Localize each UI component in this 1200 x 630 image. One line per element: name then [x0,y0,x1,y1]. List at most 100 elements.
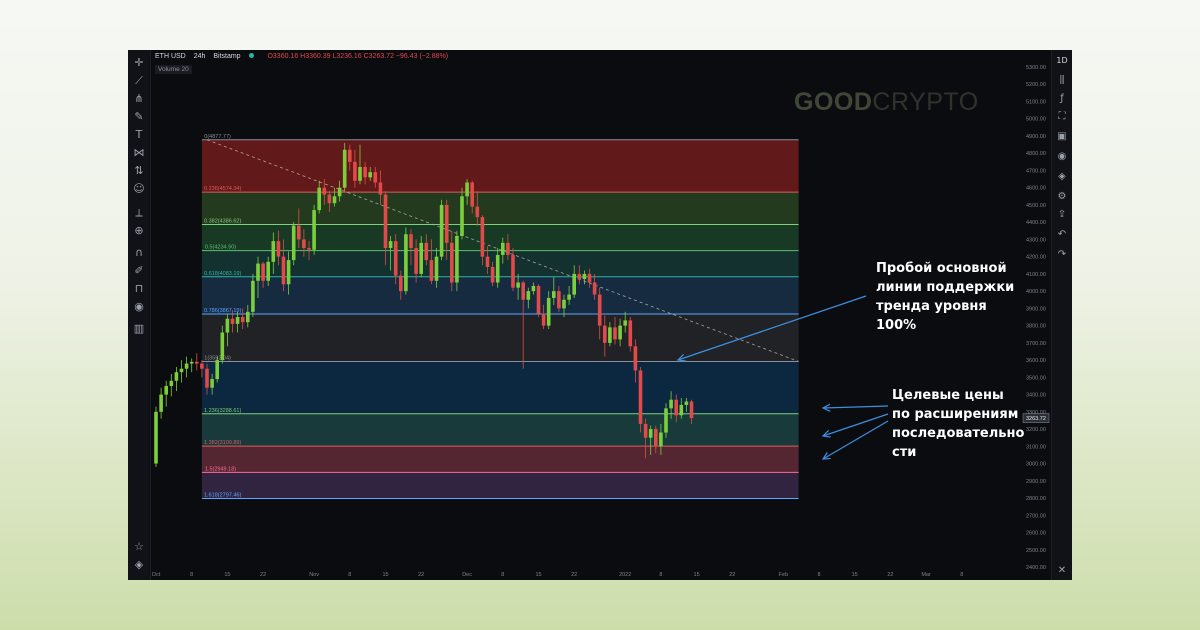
indicators-icon[interactable]: ƒ [1060,93,1064,104]
drawing-toolbar: ✛ ⟋ ⋔ ✎ T ⋈ ⇅ ☺ ⟂ ⊕ ∩ ✐ ⊓ ◉ ▥ ☆ ◈ [128,50,151,580]
eye-icon[interactable]: ◉ [134,300,144,313]
annotation-arrow [823,420,889,459]
candle [291,222,296,266]
symbol-legend[interactable]: ETH USD 24h Bitstamp O3360.16 H3360.39 L… [155,53,448,65]
candle-body [638,370,643,424]
y-tick-label: 2800.00 [1026,496,1046,502]
candle [501,237,505,264]
candle-body [587,273,592,283]
candle [541,304,546,330]
candle [184,356,189,378]
candle-body [511,254,515,288]
trash-icon[interactable]: ▥ [133,322,145,335]
text-icon[interactable]: T [135,128,143,141]
candle [276,230,281,266]
candle-body [225,318,230,333]
candle-body [363,167,367,178]
y-tick-label: 4800.00 [1026,151,1046,157]
fib-level-label: 1.382(3100.89) [204,440,241,446]
magnet-icon[interactable]: ∩ [134,246,144,259]
lock-drawing-icon[interactable]: ✐ [134,264,144,277]
settings-icon[interactable]: ⚙ [1057,191,1067,202]
x-tick-label: 22 [887,572,893,578]
candle-body [485,256,490,267]
x-tick-label: Feb [779,572,788,578]
forecast-icon[interactable]: ⇅ [134,164,144,177]
candle [577,265,582,285]
candle-body [353,161,357,181]
candle [210,373,214,395]
timeframe-button[interactable]: 1D [1056,56,1068,65]
crosshair-icon[interactable]: ✛ [134,56,144,69]
candle-body [664,408,668,433]
candle-body [444,204,449,243]
candle [648,425,653,455]
candle-body [628,320,633,347]
screenshot-icon[interactable]: ▣ [1057,131,1067,142]
volume-indicator-tag[interactable]: Volume 20 [155,65,192,74]
pattern-icon[interactable]: ⋈ [133,146,145,159]
candle-body [404,234,408,292]
candle-body [460,196,464,236]
candle-body [679,404,684,416]
redo-icon[interactable]: ↷ [1057,249,1067,260]
fullscreen-icon[interactable]: ⛶ [1058,111,1066,122]
candle [511,248,515,292]
y-tick-label: 4000.00 [1026,289,1046,295]
candle-body [546,298,551,326]
live-status-icon [248,53,254,58]
undo-icon[interactable]: ↶ [1057,229,1067,240]
ruler-icon[interactable]: ⟂ [135,206,143,219]
fib-level-label: 0(4877.77) [204,134,231,140]
candle-body [654,429,658,447]
candle-body [312,210,316,250]
candle [439,199,444,261]
candle-body [526,291,531,300]
fib-zone [201,361,799,414]
candle-body [669,399,673,409]
fib-level-label: 0.786(3867.19) [204,308,241,314]
candle [266,256,270,286]
candle [419,235,423,278]
star-icon[interactable]: ☆ [134,540,144,553]
candle [240,308,245,330]
candles-icon[interactable]: ⫼ [1059,75,1065,86]
candle-body [450,242,454,283]
pitchfork-icon[interactable]: ⋔ [134,92,144,105]
logo-light-part: CRYPTO [872,88,979,116]
candle-body [184,363,189,369]
candle-body [592,282,597,295]
candle-body [159,394,163,412]
candle-body [332,196,337,204]
layers-icon[interactable]: ◈ [134,558,144,571]
zoom-in-icon[interactable]: ⊕ [134,224,144,237]
targets-annotation: Целевые цены по расширениям последовател… [892,388,1025,460]
y-tick-label: 4900.00 [1026,134,1046,140]
eye-icon[interactable]: ◉ [1057,151,1067,162]
candle [383,191,388,266]
brush-icon[interactable]: ✎ [134,110,144,123]
y-tick-label: 3500.00 [1026,375,1046,381]
trend-line-icon[interactable]: ⟋ [135,74,143,87]
candle-body [291,225,296,261]
price-chart[interactable]: 0(4877.77) 0.236(4574.34) 0.382(4386.62) 0.… [128,50,1072,580]
close-icon[interactable]: ✕ [1057,565,1067,576]
candle [404,227,408,295]
candle-body [220,332,225,361]
layers-icon[interactable]: ◈ [1058,171,1066,182]
candle-body [388,241,393,249]
candle-body [465,182,469,197]
candle [689,399,694,424]
emoji-icon[interactable]: ☺ [133,182,145,195]
y-tick-label: 4600.00 [1026,186,1046,192]
candle-body [302,239,306,249]
candle-body [648,429,653,438]
candle-body [286,260,291,285]
candle-body [557,291,561,309]
candle [450,230,454,292]
lock-icon[interactable]: ⊓ [134,282,144,295]
share-icon[interactable]: ⇪ [1057,209,1067,220]
candle [587,268,592,288]
candle-body [393,241,398,276]
candle [684,398,689,412]
